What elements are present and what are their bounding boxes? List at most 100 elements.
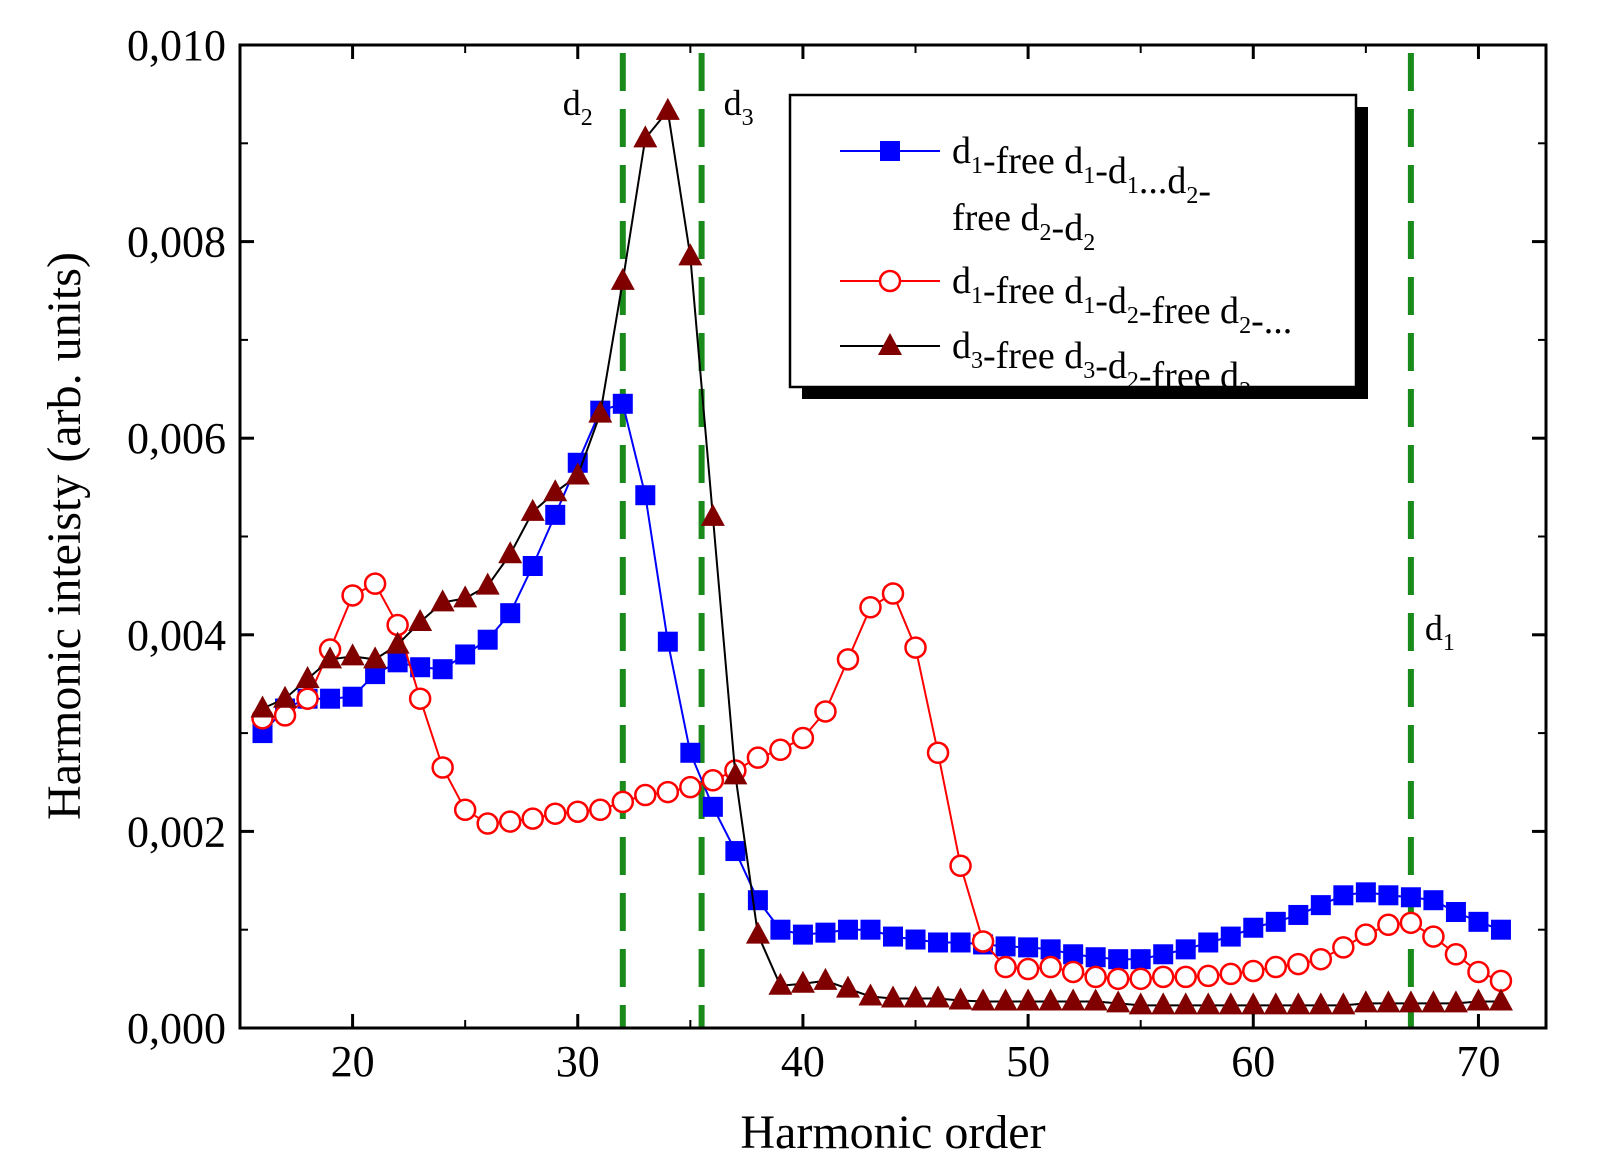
- data-point: [790, 970, 815, 993]
- data-point: [1332, 936, 1355, 959]
- legend-marker: [878, 269, 902, 293]
- data-point: [1063, 944, 1084, 965]
- data-point: [745, 921, 770, 944]
- y-tick-label: 0,010: [127, 21, 226, 70]
- series-triangle: [250, 97, 1513, 1015]
- data-point: [408, 687, 432, 710]
- data-point: [815, 922, 836, 943]
- data-point: [1355, 882, 1376, 903]
- data-point: [859, 596, 882, 619]
- data-point: [678, 243, 703, 266]
- data-point: [453, 585, 478, 608]
- data-point: [679, 775, 702, 799]
- data-point: [1129, 967, 1152, 991]
- data-point: [860, 919, 881, 940]
- data-point: [1153, 944, 1174, 965]
- data-point: [589, 798, 612, 822]
- legend-label: d1-free d1-d2-free d2-...: [952, 260, 1292, 342]
- data-point: [1308, 992, 1333, 1015]
- data-point: [296, 687, 319, 710]
- data-point: [1263, 992, 1288, 1015]
- data-point: [521, 807, 544, 830]
- data-point: [1084, 965, 1107, 989]
- data-point: [566, 800, 590, 823]
- data-point: [994, 955, 1017, 979]
- data-point: [995, 936, 1016, 957]
- data-point: [1422, 925, 1445, 948]
- data-point: [320, 688, 341, 709]
- cutoff-label-d2: d2: [563, 83, 593, 131]
- data-point: [656, 780, 680, 804]
- data-point: [408, 609, 433, 632]
- data-point: [634, 783, 657, 807]
- data-point: [835, 975, 860, 998]
- series-circle-open: [251, 572, 1513, 993]
- data-point: [837, 919, 858, 940]
- data-point: [971, 930, 995, 953]
- data-point: [475, 572, 500, 595]
- data-point: [455, 644, 476, 665]
- data-point: [1198, 932, 1219, 953]
- data-point: [836, 648, 860, 671]
- data-point: [655, 97, 680, 120]
- legend-label: d1-free d1-d1...d2-: [952, 130, 1211, 212]
- data-point: [1128, 992, 1153, 1015]
- data-point: [814, 700, 837, 723]
- data-point: [431, 756, 454, 779]
- data-point: [1467, 960, 1490, 984]
- y-axis-title: Harmonic inteisty (arb. units): [38, 252, 91, 820]
- data-point: [611, 790, 635, 814]
- data-point: [1400, 887, 1421, 908]
- data-point: [387, 652, 408, 673]
- data-point: [1038, 988, 1063, 1011]
- data-point: [522, 555, 543, 576]
- data-point: [1151, 965, 1175, 989]
- data-point: [1309, 947, 1333, 971]
- data-point: [363, 646, 388, 669]
- data-point: [1265, 911, 1286, 932]
- data-point: [1466, 988, 1491, 1011]
- data-point: [295, 666, 320, 689]
- data-point: [949, 854, 972, 878]
- data-point: [700, 503, 725, 526]
- data-point: [1490, 919, 1511, 940]
- data-point: [1196, 992, 1221, 1015]
- data-point: [1421, 990, 1446, 1013]
- data-point: [520, 498, 545, 521]
- data-point: [1333, 885, 1354, 906]
- data-point: [1220, 926, 1241, 947]
- data-point: [1061, 988, 1086, 1011]
- data-point: [250, 695, 275, 718]
- data-point: [476, 812, 499, 835]
- x-tick-label: 40: [781, 1037, 825, 1086]
- axis-ticks: 20 30 40 50 60 70 0,000 0,002 0,004 0,006 0,008 0,0…: [127, 21, 1546, 1086]
- data-point: [770, 919, 791, 940]
- data-point: [926, 985, 951, 1008]
- data-point: [1061, 960, 1085, 984]
- data-point: [1377, 913, 1400, 937]
- data-point: [1243, 917, 1264, 938]
- data-point: [1378, 885, 1399, 906]
- data-point: [610, 267, 635, 290]
- data-point: [1353, 990, 1378, 1013]
- legend-label-line2: free d2-d2: [952, 197, 1095, 256]
- data-point: [1039, 955, 1062, 979]
- data-point: [1016, 957, 1040, 981]
- data-point: [318, 646, 343, 669]
- data-point: [905, 929, 926, 950]
- data-point: [1083, 988, 1108, 1011]
- data-point: [1106, 990, 1131, 1013]
- data-point: [273, 685, 298, 708]
- legend-marker: [880, 141, 900, 161]
- data-point: [1218, 992, 1243, 1015]
- cutoff-lines: [619, 53, 1414, 1028]
- data-point: [477, 629, 498, 650]
- data-point: [950, 932, 971, 953]
- data-point: [273, 704, 297, 727]
- data-point: [500, 603, 521, 624]
- data-point: [971, 988, 996, 1011]
- data-point: [1264, 955, 1288, 979]
- y-tick-label: 0,000: [127, 1004, 226, 1053]
